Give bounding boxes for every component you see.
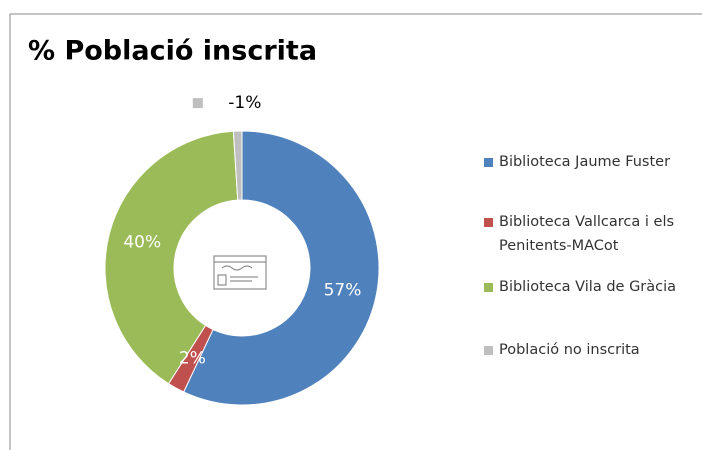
legend-swatch <box>484 218 493 227</box>
donut-slice <box>104 130 239 385</box>
donut-slice <box>183 130 380 406</box>
legend-swatch <box>484 346 493 355</box>
legend-label: Biblioteca Jaume Fuster <box>499 154 671 170</box>
legend-label: Biblioteca Vila de Gràcia <box>499 279 677 295</box>
data-label: -1% <box>228 93 261 113</box>
legend-item: Població no inscrita <box>484 338 684 362</box>
chart-title: % Població inscrita <box>28 36 317 67</box>
legend-item: Biblioteca Jaume Fuster <box>484 150 684 174</box>
label-marker <box>192 98 203 109</box>
data-label: 2% <box>179 348 206 368</box>
legend-swatch <box>484 283 493 292</box>
center-icon <box>213 255 267 290</box>
legend-label: Biblioteca Vallcarca i els Penitents-MAC… <box>499 214 675 254</box>
legend-item: Biblioteca Vallcarca i els Penitents-MAC… <box>484 210 684 258</box>
data-label: 40% <box>123 232 161 252</box>
legend-item: Biblioteca Vila de Gràcia <box>484 275 684 299</box>
legend-swatch <box>484 158 493 167</box>
legend-label: Població no inscrita <box>499 342 640 358</box>
data-label: 57% <box>324 280 362 300</box>
donut-slice <box>232 130 243 201</box>
